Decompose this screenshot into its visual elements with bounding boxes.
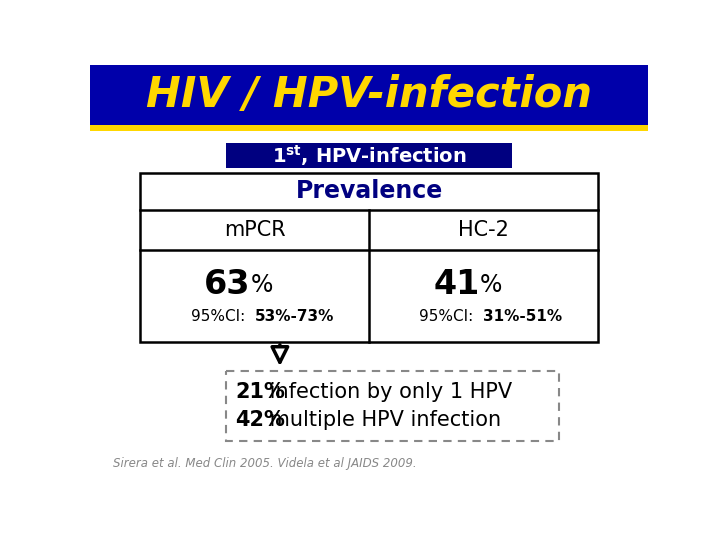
Bar <box>225 372 559 441</box>
Text: infection by only 1 HPV: infection by only 1 HPV <box>263 382 512 402</box>
Text: multiple HPV infection: multiple HPV infection <box>263 410 501 430</box>
Bar <box>140 173 598 342</box>
Text: 63: 63 <box>204 268 251 301</box>
Text: Sirera et al. Med Clin 2005. Videla et al JAIDS 2009.: Sirera et al. Med Clin 2005. Videla et a… <box>113 457 417 470</box>
Text: 95%CI:: 95%CI: <box>191 309 255 323</box>
Bar <box>90 125 648 131</box>
Text: 41: 41 <box>433 268 480 301</box>
Text: 31%-51%: 31%-51% <box>483 309 562 323</box>
Text: HC-2: HC-2 <box>458 220 509 240</box>
Text: $\mathbf{1^{st}}$, HPV-infection: $\mathbf{1^{st}}$, HPV-infection <box>271 143 467 168</box>
Bar <box>90 65 648 125</box>
Text: 53%-73%: 53%-73% <box>255 309 334 323</box>
Text: 42%: 42% <box>235 410 285 430</box>
Text: %: % <box>251 273 273 296</box>
Text: Prevalence: Prevalence <box>295 179 443 203</box>
Text: 95%CI:: 95%CI: <box>419 309 483 323</box>
Text: mPCR: mPCR <box>224 220 286 240</box>
Bar <box>225 143 513 168</box>
Text: 21%: 21% <box>235 382 285 402</box>
Text: HIV / HPV-infection: HIV / HPV-infection <box>146 74 592 116</box>
Text: %: % <box>480 273 502 296</box>
